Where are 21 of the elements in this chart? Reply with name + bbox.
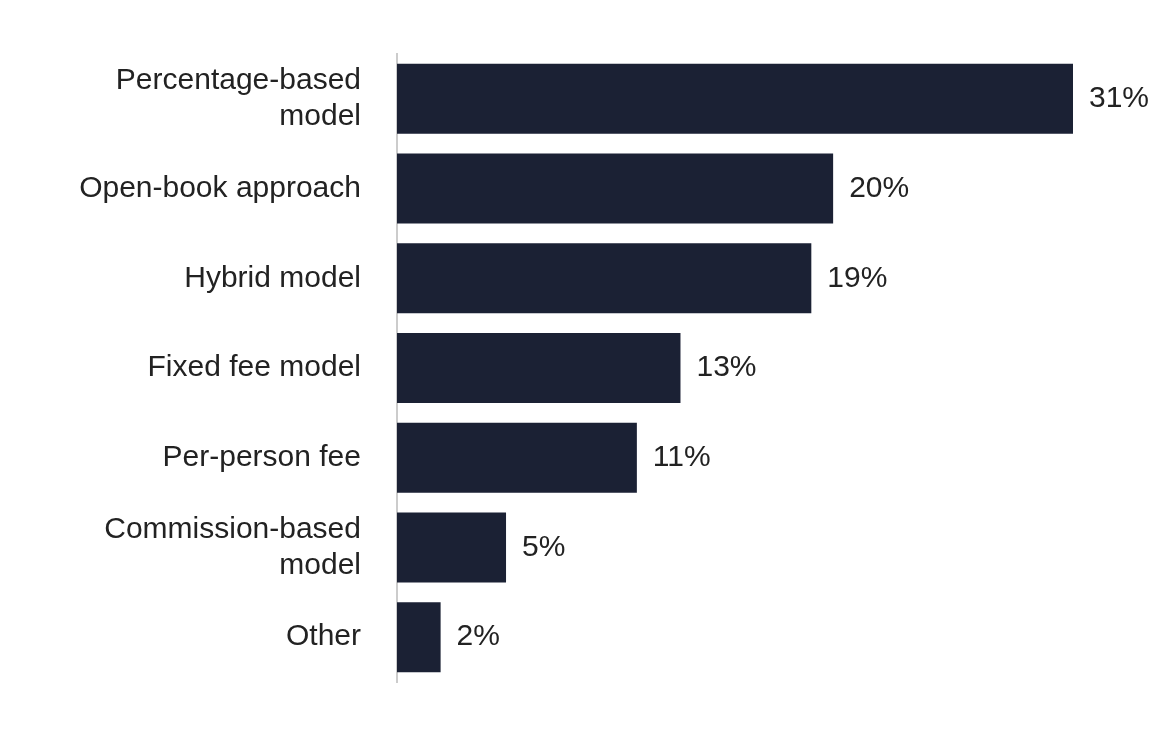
data-label: 20%	[849, 169, 910, 203]
bar	[397, 243, 812, 314]
data-label: 13%	[696, 349, 757, 383]
y-tick-label: Other	[285, 618, 362, 652]
data-label: 5%	[522, 528, 566, 562]
y-tick-label: Open-book approach	[79, 169, 361, 203]
bar	[397, 63, 1073, 134]
data-label: 11%	[652, 438, 711, 472]
data-label: 19%	[827, 259, 888, 293]
data-label: 2%	[456, 618, 500, 652]
bar	[397, 333, 681, 403]
y-tick-label: Per-person fee	[162, 438, 361, 472]
bar	[397, 422, 637, 493]
y-tick-label: Percentage-based model	[115, 62, 361, 132]
y-tick-label: Commission-based model	[104, 510, 361, 580]
bar	[397, 602, 441, 673]
data-label: 31%	[1089, 80, 1150, 114]
bar	[397, 512, 507, 583]
y-tick-label: Fixed fee model	[147, 349, 361, 383]
bar	[397, 153, 834, 224]
y-tick-label: Hybrid model	[184, 259, 361, 293]
